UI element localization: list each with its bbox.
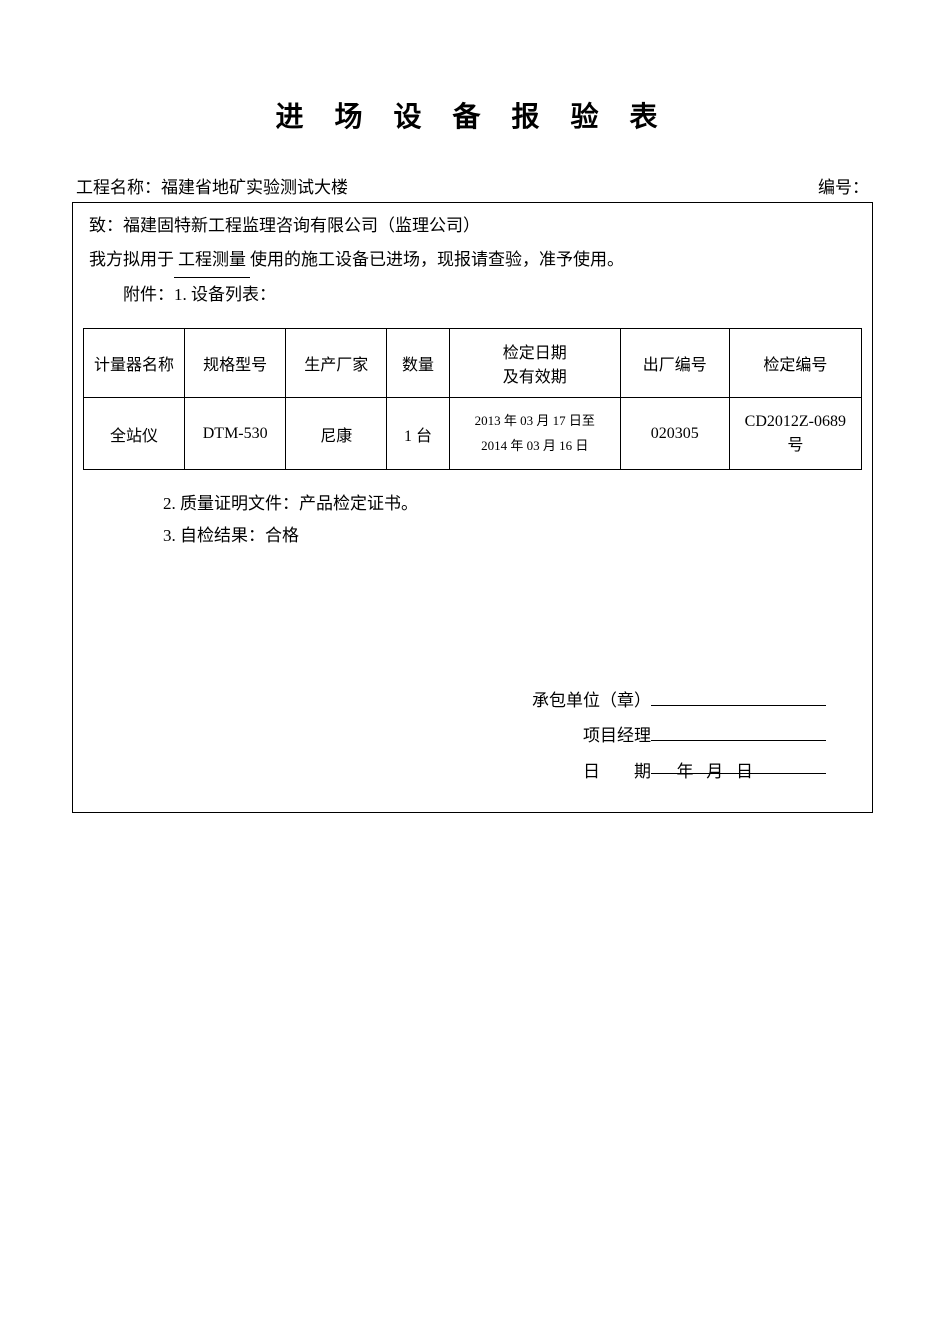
signature-block: 承包单位（章） 项目经理 日 期 年 月 日 xyxy=(83,683,862,790)
project-name-field: 工程名称：福建省地矿实验测试大楼 xyxy=(76,173,348,198)
equipment-table: 计量器名称 规格型号 生产厂家 数量 检定日期 及有效期 出厂编号 检定编号 全… xyxy=(83,328,862,470)
td-calibration-number: CD2012Z-0689 号 xyxy=(729,398,861,470)
contractor-row: 承包单位（章） xyxy=(83,683,862,719)
td-manufacturer: 尼康 xyxy=(286,398,387,470)
th-manufacturer: 生产厂家 xyxy=(286,329,387,398)
th-calibration-number: 检定编号 xyxy=(729,329,861,398)
manager-sign-line xyxy=(651,721,826,741)
th-factory-number: 出厂编号 xyxy=(620,329,729,398)
attachment-3: 3. 自检结果：合格 xyxy=(163,520,862,552)
decl-pre: 我方拟用于 xyxy=(89,250,174,269)
document-title: 进 场 设 备 报 验 表 xyxy=(72,95,873,135)
to-label: 致： xyxy=(89,216,123,235)
manager-row: 项目经理 xyxy=(83,718,862,754)
td-factory-number: 020305 xyxy=(620,398,729,470)
table-row: 全站仪 DTM-530 尼康 1 台 2013 年 03 月 17 日至 201… xyxy=(84,398,862,470)
document-page: 进 场 设 备 报 验 表 工程名称：福建省地矿实验测试大楼 编号： 致：福建固… xyxy=(0,0,945,813)
to-value: 福建固特新工程监理咨询有限公司（监理公司） xyxy=(123,216,480,235)
number-field: 编号： xyxy=(818,173,869,198)
td-model: DTM-530 xyxy=(185,398,286,470)
th-instrument-name: 计量器名称 xyxy=(84,329,185,398)
manager-label: 项目经理 xyxy=(583,718,651,754)
table-header-row: 计量器名称 规格型号 生产厂家 数量 检定日期 及有效期 出厂编号 检定编号 xyxy=(84,329,862,398)
attachments-block: 2. 质量证明文件：产品检定证书。 3. 自检结果：合格 xyxy=(83,488,862,553)
usage-field: 工程测量 xyxy=(174,243,250,278)
td-calibration-date: 2013 年 03 月 17 日至 2014 年 03 月 16 日 xyxy=(449,398,620,470)
date-label: 日 期 xyxy=(583,754,651,790)
calib-date-to: 2014 年 03 月 16 日 xyxy=(456,434,614,459)
recipient-line: 致：福建固特新工程监理咨询有限公司（监理公司） xyxy=(83,209,862,243)
project-name: 福建省地矿实验测试大楼 xyxy=(161,178,348,197)
contractor-sign-line xyxy=(651,685,826,705)
date-row: 日 期 年 月 日 xyxy=(83,754,862,790)
td-instrument-name: 全站仪 xyxy=(84,398,185,470)
attachment-1-label: 附件：1. 设备列表： xyxy=(83,278,862,312)
header-row: 工程名称：福建省地矿实验测试大楼 编号： xyxy=(72,173,873,198)
td-quantity: 1 台 xyxy=(387,398,449,470)
th-quantity: 数量 xyxy=(387,329,449,398)
th-calibration-date: 检定日期 及有效期 xyxy=(449,329,620,398)
project-label: 工程名称： xyxy=(76,178,161,197)
th-model: 规格型号 xyxy=(185,329,286,398)
calib-date-from: 2013 年 03 月 17 日至 xyxy=(456,409,614,434)
date-sign-line: 年 月 日 xyxy=(651,754,826,774)
attachment-2: 2. 质量证明文件：产品检定证书。 xyxy=(163,488,862,520)
decl-post: 使用的施工设备已进场，现报请查验，准予使用。 xyxy=(250,250,624,269)
form-box: 致：福建固特新工程监理咨询有限公司（监理公司） 我方拟用于工程测量使用的施工设备… xyxy=(72,202,873,813)
declaration-line: 我方拟用于工程测量使用的施工设备已进场，现报请查验，准予使用。 xyxy=(83,243,862,278)
contractor-label: 承包单位（章） xyxy=(532,683,651,719)
